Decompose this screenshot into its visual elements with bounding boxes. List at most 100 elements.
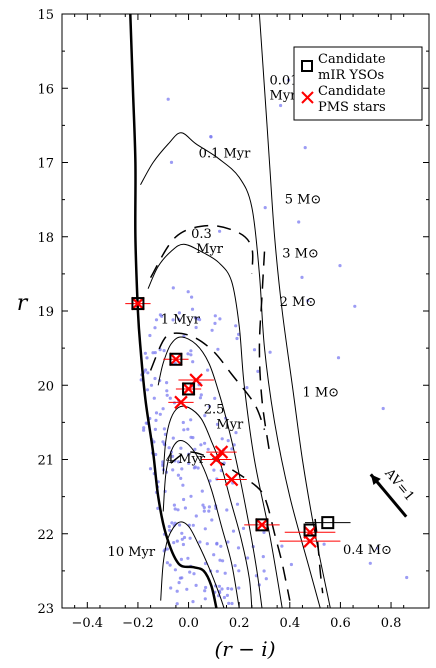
field-star bbox=[189, 418, 193, 422]
y-tick-label: 18 bbox=[37, 231, 54, 246]
yso-marker bbox=[131, 297, 145, 311]
field-star bbox=[177, 317, 181, 321]
x-tick-label: 0.8 bbox=[381, 616, 402, 631]
legend-yso-label-line2: mIR YSOs bbox=[318, 68, 384, 83]
field-star bbox=[177, 311, 181, 315]
pms-marker-stroke bbox=[131, 296, 145, 311]
field-star bbox=[207, 505, 211, 509]
isochrone-line bbox=[162, 405, 253, 609]
x-tick-label: −0.2 bbox=[122, 616, 154, 631]
field-star bbox=[241, 526, 246, 531]
reddening-vector-label: AV=1 bbox=[381, 465, 417, 504]
field-star bbox=[204, 585, 208, 590]
field-star bbox=[171, 468, 175, 472]
field-stars-layer bbox=[139, 78, 409, 606]
axes: −0.4 −0.2 0.0 0.2 0.4 0.6 0.8 15 16 17 18 19 20 21 22 2… bbox=[37, 8, 430, 631]
y-tick-label: 20 bbox=[37, 379, 54, 394]
pms-marker-stroke bbox=[169, 352, 183, 367]
field-star bbox=[218, 229, 222, 233]
legend-pms-marker bbox=[301, 91, 314, 104]
field-star bbox=[213, 321, 217, 325]
field-star bbox=[181, 483, 185, 487]
field-star bbox=[182, 497, 186, 502]
field-star bbox=[203, 527, 207, 531]
field-star bbox=[183, 506, 187, 510]
y-tick-label: 23 bbox=[37, 602, 54, 617]
field-star bbox=[186, 556, 190, 560]
field-star bbox=[216, 347, 220, 351]
field-star bbox=[235, 336, 239, 341]
field-star bbox=[217, 584, 221, 588]
field-star bbox=[207, 509, 211, 513]
field-star bbox=[154, 452, 158, 457]
field-star bbox=[173, 507, 177, 511]
field-star bbox=[235, 502, 240, 506]
field-star bbox=[200, 489, 204, 493]
field-star bbox=[206, 368, 210, 372]
field-star bbox=[186, 352, 190, 356]
field-star bbox=[187, 452, 191, 456]
field-star bbox=[213, 314, 217, 318]
field-star bbox=[153, 376, 157, 381]
field-star bbox=[203, 561, 208, 566]
field-star bbox=[170, 521, 174, 525]
field-star bbox=[215, 477, 219, 481]
field-star bbox=[180, 467, 184, 471]
field-star bbox=[187, 461, 191, 465]
field-star bbox=[264, 577, 268, 581]
field-star bbox=[162, 427, 166, 431]
field-star bbox=[198, 318, 202, 322]
field-star bbox=[152, 440, 156, 444]
y-axis-label: r bbox=[17, 291, 29, 316]
pms-marker-stroke bbox=[255, 518, 269, 532]
field-star bbox=[178, 576, 182, 580]
field-star bbox=[177, 581, 181, 585]
field-star bbox=[202, 509, 206, 513]
isochrone-line bbox=[157, 336, 263, 609]
y-tick-label: 15 bbox=[37, 8, 54, 23]
field-star bbox=[353, 304, 357, 308]
curve-label: 2.5 bbox=[204, 402, 225, 417]
field-star bbox=[191, 600, 195, 604]
field-star bbox=[297, 220, 301, 224]
curve-label: 5 M⊙ bbox=[285, 192, 322, 207]
field-star bbox=[173, 568, 177, 572]
curve-label: 10 Myr bbox=[108, 545, 156, 560]
field-star bbox=[336, 356, 341, 360]
field-star bbox=[182, 428, 186, 432]
field-star bbox=[153, 326, 157, 330]
field-star bbox=[191, 360, 195, 364]
field-star bbox=[175, 602, 179, 606]
field-star bbox=[144, 368, 148, 372]
legend: Candidate mIR YSOs Candidate PMS stars bbox=[293, 46, 423, 121]
field-star bbox=[322, 542, 326, 546]
field-star bbox=[198, 396, 202, 400]
field-star bbox=[168, 563, 172, 567]
x-axis-label: (r − i) bbox=[214, 637, 275, 661]
field-star bbox=[207, 404, 211, 408]
field-star bbox=[221, 559, 225, 563]
legend-yso-label-line1: Candidate bbox=[318, 52, 386, 67]
field-star bbox=[169, 160, 174, 164]
curve-label: 3 M⊙ bbox=[282, 247, 319, 262]
zams-line bbox=[129, 13, 218, 609]
field-star bbox=[279, 103, 283, 108]
pms-marker-stroke bbox=[224, 472, 239, 487]
field-star bbox=[181, 542, 185, 547]
isochrone-line bbox=[147, 243, 283, 609]
field-star bbox=[256, 369, 260, 373]
field-star bbox=[219, 544, 223, 548]
field-star bbox=[161, 407, 165, 411]
field-star bbox=[262, 530, 266, 535]
field-star bbox=[142, 426, 146, 430]
legend-pms-label-line1: Candidate bbox=[318, 84, 386, 99]
pms-star bbox=[125, 296, 151, 311]
field-star bbox=[143, 351, 147, 355]
field-star bbox=[300, 275, 304, 279]
field-star bbox=[185, 587, 189, 591]
legend-pms-label-line2: PMS stars bbox=[318, 100, 386, 115]
curve-label: 0.01 bbox=[270, 74, 299, 89]
field-star bbox=[381, 406, 385, 411]
field-star bbox=[167, 446, 171, 450]
